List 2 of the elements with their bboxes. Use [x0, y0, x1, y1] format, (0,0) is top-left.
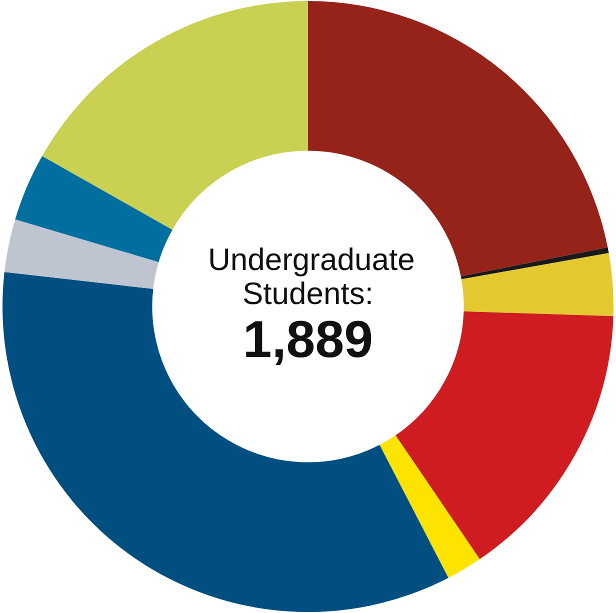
- text: 1,889: [242, 311, 374, 369]
- text: Undergraduate Students:: [208, 242, 415, 311]
